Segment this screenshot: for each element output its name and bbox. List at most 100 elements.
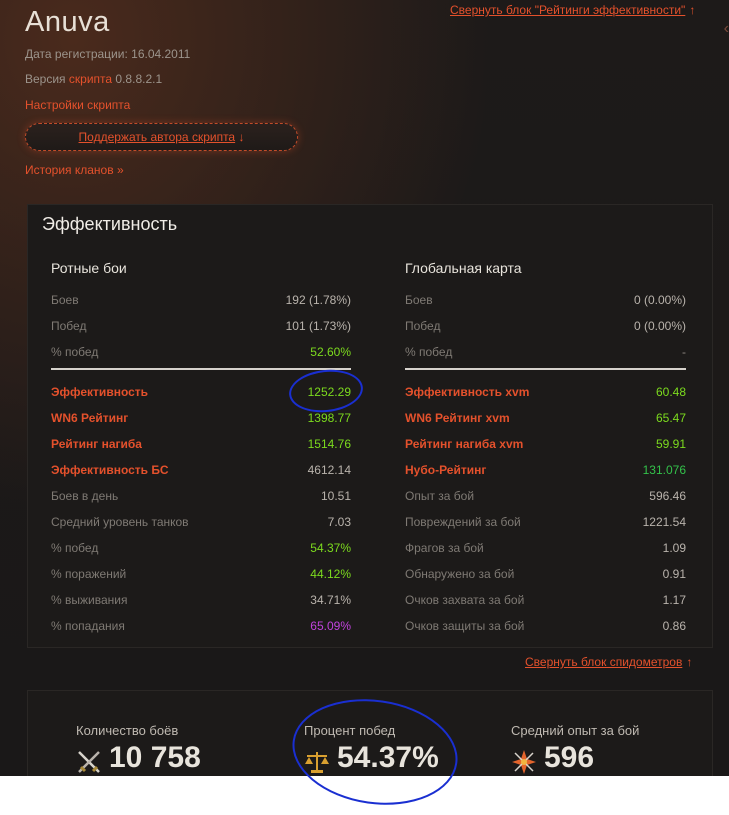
stat-value: 54.37% xyxy=(310,541,351,555)
list-item: WN6 Рейтинг 1398.77 xyxy=(51,405,351,431)
stat-value: 0.86 xyxy=(662,619,686,633)
stat-label: Боев xyxy=(51,293,79,307)
stat-label: % побед xyxy=(51,345,99,359)
stat-value: 1514.76 xyxy=(307,437,351,451)
version-number: 0.8.8.2.1 xyxy=(115,72,163,86)
collapse-speedometers-link[interactable]: Свернуть блок спидометров ↑ xyxy=(525,655,692,669)
stat-label: Опыт за бой xyxy=(405,489,475,503)
list-item: Очков защиты за бой 0.86 xyxy=(405,613,686,639)
list-item: Побед 101 (1.73%) xyxy=(51,313,351,339)
stat-value: 0.91 xyxy=(662,567,686,581)
script-link[interactable]: скрипта xyxy=(68,72,113,86)
stat-value: 1252.29 xyxy=(307,385,351,399)
divider-right xyxy=(405,368,686,370)
win-rate-label: Процент побед xyxy=(304,723,396,738)
stat-value: 596.46 xyxy=(649,489,686,503)
stat-value: 65.09% xyxy=(310,619,351,633)
stat-value: 4612.14 xyxy=(307,463,351,477)
stat-label: WN6 Рейтинг xvm xyxy=(405,411,510,425)
stat-value: 0 (0.00%) xyxy=(633,293,686,307)
stat-value: 10.51 xyxy=(320,489,351,503)
stat-value: 34.71% xyxy=(310,593,351,607)
avg-xp-value: 596 xyxy=(544,741,595,774)
stat-value: 131.076 xyxy=(642,463,686,477)
chevron-left-icon[interactable]: ‹ xyxy=(723,20,729,37)
stat-label: Боев в день xyxy=(51,489,119,503)
list-item: % побед 54.37% xyxy=(51,535,351,561)
stat-label: Эффективность xvm xyxy=(405,385,530,399)
list-item: Эффективность xvm 60.48 xyxy=(405,379,686,405)
stats-page: Anuva Свернуть блок "Рейтинги эффективно… xyxy=(0,0,729,776)
stat-value: 0 (0.00%) xyxy=(633,319,686,333)
stat-label: Очков защиты за бой xyxy=(405,619,525,633)
stat-label: % поражений xyxy=(51,567,127,581)
stat-label: Нубо-Рейтинг xyxy=(405,463,487,477)
avg-xp-label: Средний опыт за бой xyxy=(511,723,640,738)
stat-label: % попадания xyxy=(51,619,125,633)
stat-value: 60.48 xyxy=(655,385,686,399)
battles-count-label: Количество боёв xyxy=(76,723,179,738)
list-item: % побед 52.60% xyxy=(51,339,351,365)
stat-label: Рейтинг нагиба xvm xyxy=(405,437,524,451)
list-item: Средний уровень танков 7.03 xyxy=(51,509,351,535)
list-item: Боев в день 10.51 xyxy=(51,483,351,509)
stat-label: Эффективность БС xyxy=(51,463,169,477)
collapse-speedometers-label: Свернуть блок спидометров xyxy=(525,655,683,669)
stat-value: 1398.77 xyxy=(307,411,351,425)
version-label: Версия xyxy=(25,72,66,86)
stat-label: Средний уровень танков xyxy=(51,515,189,529)
stat-value: 192 (1.78%) xyxy=(285,293,351,307)
support-author-button[interactable]: Поддержать автора скрипта ↓ xyxy=(25,123,298,151)
stat-label: Обнаружено за бой xyxy=(405,567,515,581)
list-item: % выживания 34.71% xyxy=(51,587,351,613)
registration-value: 16.04.2011 xyxy=(131,47,191,61)
company-battles-title: Ротные бои xyxy=(51,260,127,276)
stat-label: % выживания xyxy=(51,593,128,607)
stat-value: 1.09 xyxy=(662,541,686,555)
list-item: Эффективность 1252.29 xyxy=(51,379,351,405)
collapse-ratings-link[interactable]: Свернуть блок "Рейтинги эффективности" ↑ xyxy=(450,3,695,17)
list-item: Обнаружено за бой 0.91 xyxy=(405,561,686,587)
speedometers-panel: Количество боёв 10 758 Процент побед 54.… xyxy=(27,690,713,776)
stat-label: Фрагов за бой xyxy=(405,541,484,555)
list-item: % побед - xyxy=(405,339,686,365)
list-item: Очков захвата за бой 1.17 xyxy=(405,587,686,613)
list-item: % попадания 65.09% xyxy=(51,613,351,639)
arrow-up-icon: ↑ xyxy=(686,655,693,669)
player-name: Anuva xyxy=(25,6,110,38)
registration-label: Дата регистрации: xyxy=(25,47,128,61)
win-rate-value: 54.37% xyxy=(337,741,439,774)
list-item: Боев 0 (0.00%) xyxy=(405,287,686,313)
stat-value: 65.47 xyxy=(655,411,686,425)
crossed-swords-icon xyxy=(78,751,100,773)
stat-label: % побед xyxy=(51,541,99,555)
list-item: Рейтинг нагиба xvm 59.91 xyxy=(405,431,686,457)
stat-value: 44.12% xyxy=(310,567,351,581)
script-settings-link[interactable]: Настройки скрипта xyxy=(25,98,131,112)
stat-value: 1.17 xyxy=(662,593,686,607)
stat-label: Боев xyxy=(405,293,433,307)
stat-label: Рейтинг нагиба xyxy=(51,437,142,451)
arrow-up-icon: ↑ xyxy=(689,3,696,17)
stat-label: Повреждений за бой xyxy=(405,515,521,529)
scales-icon xyxy=(305,752,329,773)
stat-value: 101 (1.73%) xyxy=(285,319,351,333)
script-version: Версия скрипта 0.8.8.2.1 xyxy=(25,72,162,86)
stat-value: 59.91 xyxy=(655,437,686,451)
stat-value: 7.03 xyxy=(327,515,351,529)
list-item: Побед 0 (0.00%) xyxy=(405,313,686,339)
stat-label: Очков захвата за бой xyxy=(405,593,525,607)
stat-label: % побед xyxy=(405,345,453,359)
panel-title: Эффективность xyxy=(42,214,178,234)
list-item: Нубо-Рейтинг 131.076 xyxy=(405,457,686,483)
list-item: Боев 192 (1.78%) xyxy=(51,287,351,313)
efficiency-panel: Эффективность Ротные бои Глобальная карт… xyxy=(27,204,713,648)
support-author-label: Поддержать автора скрипта xyxy=(78,130,236,144)
registration-date: Дата регистрации: 16.04.2011 xyxy=(25,47,190,61)
list-item: WN6 Рейтинг xvm 65.47 xyxy=(405,405,686,431)
stat-value: - xyxy=(682,345,686,359)
stat-value: 52.60% xyxy=(310,345,351,359)
global-map-title: Глобальная карта xyxy=(405,260,522,276)
clan-history-link[interactable]: История кланов » xyxy=(25,163,124,177)
list-item: Повреждений за бой 1221.54 xyxy=(405,509,686,535)
